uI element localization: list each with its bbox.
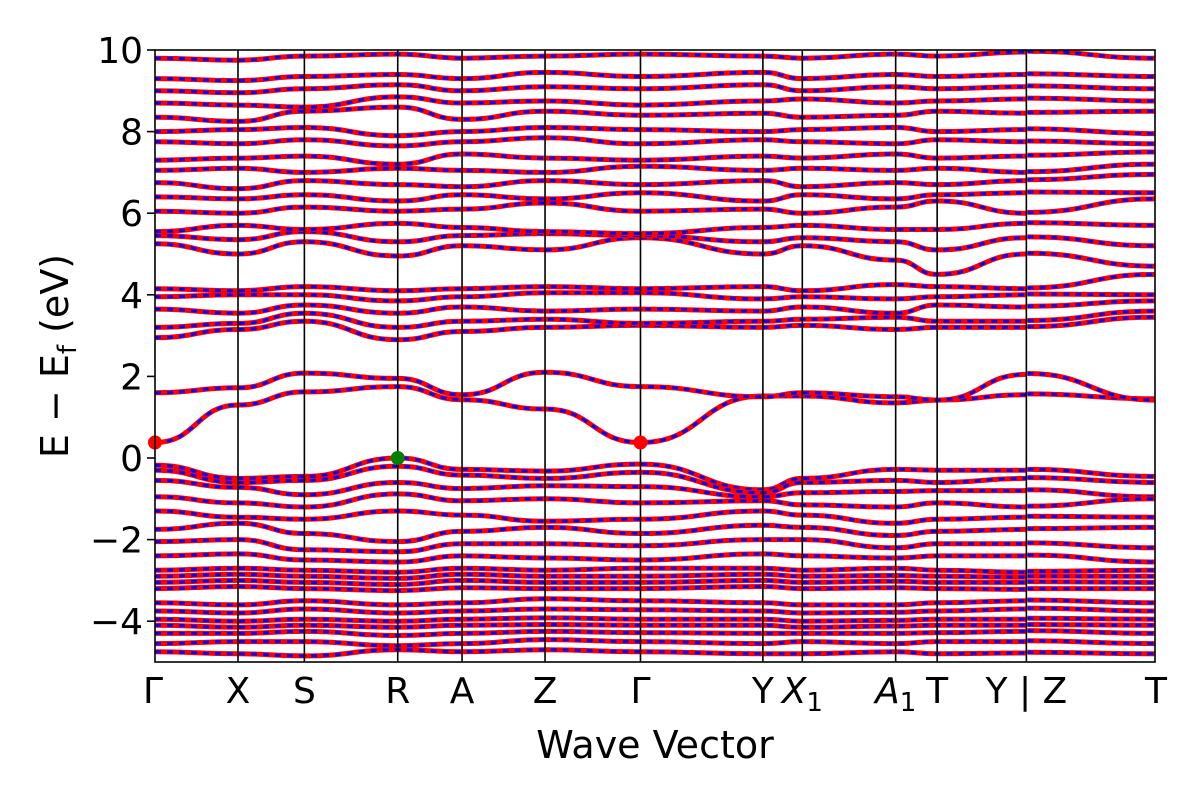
band-19-dashed bbox=[155, 638, 1155, 648]
kpoint-label: S bbox=[293, 671, 316, 712]
kpoint-label: Y bbox=[751, 671, 775, 712]
y-tick-label: −4 bbox=[90, 602, 143, 643]
band-2-dashed bbox=[155, 456, 1155, 492]
band-6-dashed bbox=[155, 509, 1155, 525]
extrema-markers bbox=[148, 435, 648, 465]
band-10-dashed bbox=[155, 566, 1155, 574]
band-9-dashed bbox=[155, 552, 1155, 564]
y-axis-title: E − Ef (eV) bbox=[33, 254, 83, 458]
extremum-marker bbox=[633, 435, 648, 450]
band-16-dashed bbox=[155, 616, 1155, 623]
y-tick-label: 10 bbox=[97, 31, 143, 72]
band-38-dashed bbox=[155, 83, 1155, 95]
band-29-dashed bbox=[155, 197, 1155, 215]
band-5-dashed bbox=[155, 492, 1155, 509]
band-24-dashed bbox=[155, 291, 1155, 303]
kpoint-label: A bbox=[450, 671, 475, 712]
kpoint-label: X1 bbox=[780, 671, 823, 718]
band-37-dashed bbox=[155, 95, 1155, 109]
plot-frame bbox=[154, 49, 1156, 663]
band-35-dashed bbox=[155, 125, 1155, 138]
kpoint-label: T bbox=[925, 671, 949, 712]
band-31-dashed bbox=[155, 172, 1155, 191]
y-tick-label: 4 bbox=[120, 276, 143, 317]
band-40-dashed bbox=[155, 50, 1155, 62]
extremum-marker bbox=[390, 451, 405, 465]
band-34-dashed bbox=[155, 136, 1155, 148]
band-26-dashed bbox=[155, 236, 1155, 276]
kpoint-label: A1 bbox=[873, 671, 916, 718]
band-28-dashed bbox=[155, 221, 1155, 236]
kpoint-label: Z bbox=[533, 671, 558, 712]
band-30-dashed bbox=[155, 190, 1155, 203]
kpoint-label: Γ bbox=[630, 671, 650, 712]
kpoint-label: Y | Z bbox=[985, 671, 1068, 712]
band-32-dashed bbox=[155, 162, 1155, 174]
band-13-dashed bbox=[155, 584, 1155, 593]
y-ticks: 10 8 6 4 2 0 −2 −4 bbox=[90, 31, 155, 643]
band-12-dashed bbox=[155, 578, 1155, 587]
band-1-dashed bbox=[155, 370, 1155, 402]
band-33-dashed bbox=[155, 150, 1155, 166]
band-17-dashed bbox=[155, 622, 1155, 629]
kpoint-label: R bbox=[385, 671, 410, 712]
kpoint-label: T bbox=[1144, 671, 1168, 712]
band-20-dashed bbox=[155, 648, 1155, 658]
band-15-dashed bbox=[155, 606, 1155, 615]
kpoint-label: Γ bbox=[143, 671, 163, 712]
y-tick-label: 2 bbox=[120, 357, 143, 398]
band-23-dashed bbox=[155, 299, 1155, 315]
band-18-dashed bbox=[155, 629, 1155, 638]
band-39-dashed bbox=[155, 70, 1155, 83]
y-tick-label: −2 bbox=[90, 521, 143, 562]
band-lines bbox=[155, 50, 1155, 659]
band-11-dashed bbox=[155, 572, 1155, 580]
kpoint-label: X bbox=[226, 671, 251, 712]
band-8-dashed bbox=[155, 538, 1155, 554]
y-tick-label: 8 bbox=[120, 113, 143, 154]
band-14-dashed bbox=[155, 597, 1155, 607]
band-25-dashed bbox=[155, 272, 1155, 293]
x-axis-title: Wave Vector bbox=[536, 723, 774, 767]
high-symmetry-lines bbox=[237, 50, 1028, 662]
y-tick-label: 0 bbox=[120, 439, 143, 480]
y-tick-label: 6 bbox=[120, 194, 143, 235]
